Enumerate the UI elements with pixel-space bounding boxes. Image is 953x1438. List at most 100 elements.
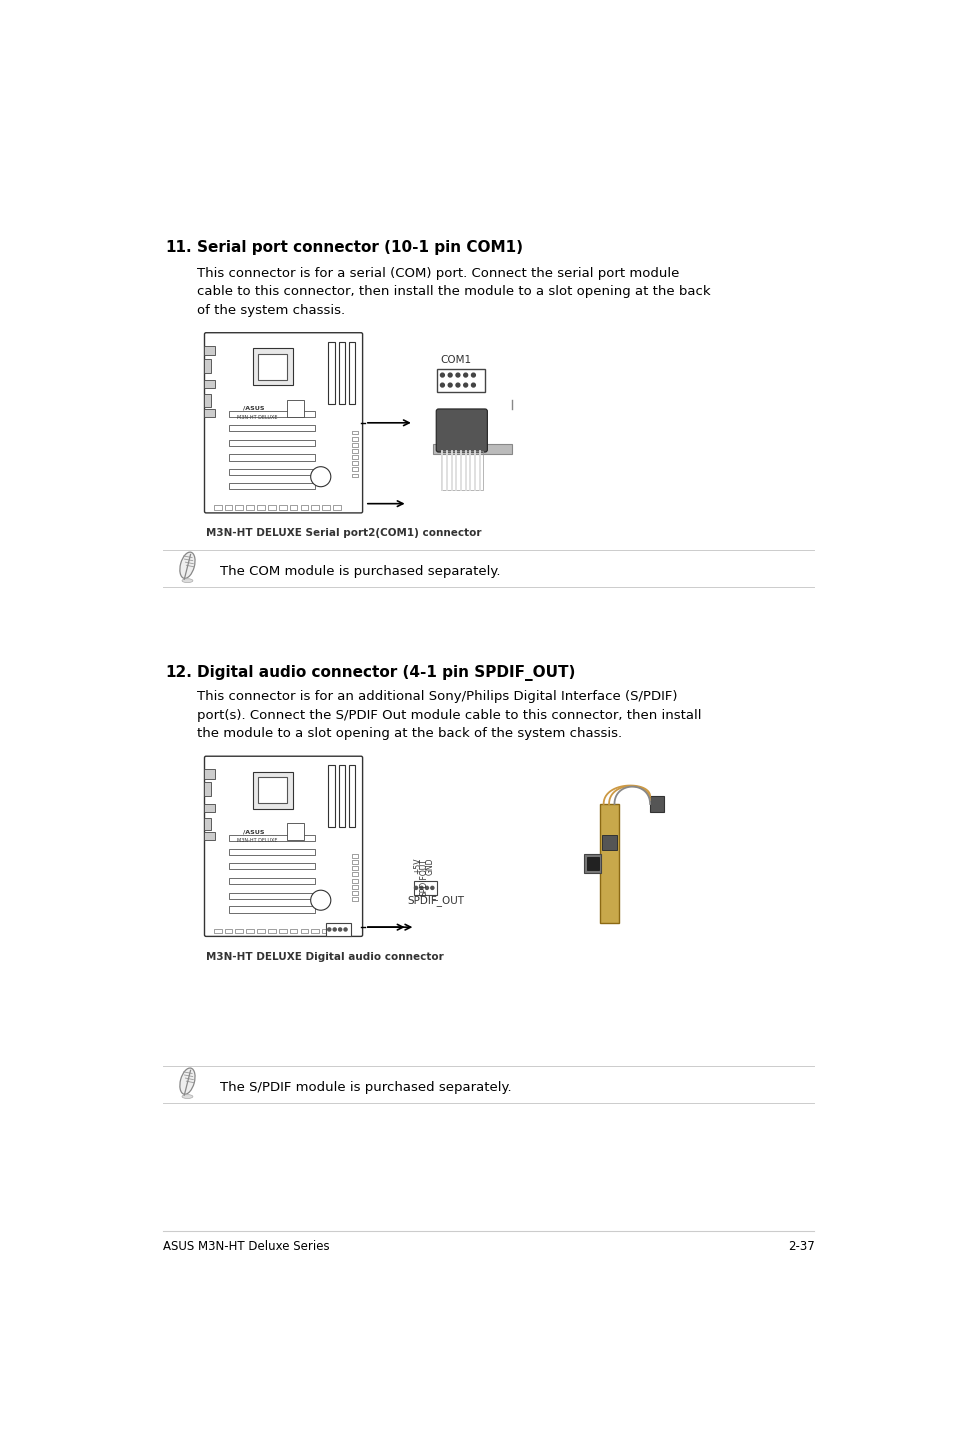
Text: The S/PDIF module is purchased separately.: The S/PDIF module is purchased separatel… [220,1081,511,1094]
Bar [322,505,330,510]
Bar [436,370,484,393]
Bar [287,823,304,840]
Text: M3N-HT DELUXE: M3N-HT DELUXE [236,416,277,420]
Bar [352,873,357,876]
Bar [235,929,243,933]
Bar [300,929,308,933]
FancyBboxPatch shape [204,756,362,936]
Text: GND: GND [425,858,434,876]
Bar [352,456,357,459]
Bar [328,765,335,827]
Bar [229,440,314,446]
Bar [204,804,214,811]
Circle shape [419,886,422,890]
Bar [328,342,335,404]
Text: Serial port connector (10-1 pin COM1): Serial port connector (10-1 pin COM1) [196,240,522,256]
Bar [352,854,357,858]
Bar [352,449,357,453]
Bar [204,360,212,372]
Bar [278,505,286,510]
Bar [204,408,214,417]
Text: M3N-HT DELUXE Digital audio connector: M3N-HT DELUXE Digital audio connector [206,952,443,962]
Bar [229,426,314,431]
Circle shape [311,890,331,910]
Circle shape [440,383,444,387]
Text: /ASUS: /ASUS [243,830,265,834]
Circle shape [415,886,417,890]
Text: Digital audio connector (4-1 pin SPDIF_OUT): Digital audio connector (4-1 pin SPDIF_O… [196,666,575,682]
Circle shape [463,383,467,387]
Bar [213,929,221,933]
Circle shape [425,886,428,890]
Text: 2-37: 2-37 [787,1240,814,1252]
Bar [224,505,233,510]
Bar [246,505,253,510]
Bar [586,857,598,870]
Bar [300,505,308,510]
Bar [440,452,482,490]
Bar [352,892,357,894]
Bar [414,881,436,894]
Bar [348,765,355,827]
Text: 12.: 12. [166,666,193,680]
Bar [649,797,663,811]
Bar [257,929,265,933]
Bar [311,505,319,510]
Bar [338,342,344,404]
Bar [246,929,253,933]
Text: This connector is for a serial (COM) port. Connect the serial port module
cable : This connector is for a serial (COM) por… [196,266,710,316]
Bar [352,467,357,472]
Bar [352,879,357,883]
FancyBboxPatch shape [204,332,362,513]
Bar [352,897,357,902]
Circle shape [448,372,452,377]
Bar [229,469,314,475]
Text: COM1: COM1 [440,355,472,365]
Bar [204,345,214,355]
Circle shape [456,372,459,377]
Bar [433,444,512,453]
Text: M3N-HT DELUXE Serial port2(COM1) connector: M3N-HT DELUXE Serial port2(COM1) connect… [206,528,481,538]
Bar [268,929,275,933]
Bar [253,772,293,808]
Bar [257,354,287,380]
Bar [338,765,344,827]
Bar [224,929,233,933]
Bar [229,863,314,870]
Circle shape [471,383,475,387]
Bar [290,929,297,933]
Bar [290,505,297,510]
Bar [352,462,357,464]
Bar [204,394,212,407]
Bar [326,923,351,936]
Bar [601,835,617,850]
Bar [352,473,357,477]
Bar [204,833,214,840]
Text: SPDIFOUT: SPDIFOUT [419,858,428,896]
Circle shape [338,928,341,930]
FancyBboxPatch shape [436,408,487,452]
Bar [229,906,314,913]
Bar [229,835,314,841]
Bar [204,818,212,830]
Bar [278,929,286,933]
Circle shape [456,383,459,387]
Bar [322,929,330,933]
Bar [268,505,275,510]
Ellipse shape [180,552,194,578]
Text: /ASUS: /ASUS [243,406,265,411]
Bar [204,381,214,388]
Bar [257,777,287,804]
Bar [229,893,314,899]
Bar [352,437,357,440]
Ellipse shape [180,1068,194,1094]
Text: SPDIF_OUT: SPDIF_OUT [407,894,464,906]
Circle shape [344,928,347,930]
Bar [204,769,214,778]
Bar [229,877,314,884]
Bar [229,411,314,417]
Circle shape [471,372,475,377]
Bar [253,348,293,385]
Bar [204,782,212,797]
Text: This connector is for an additional Sony/Philips Digital Interface (S/PDIF)
port: This connector is for an additional Sony… [196,690,700,741]
